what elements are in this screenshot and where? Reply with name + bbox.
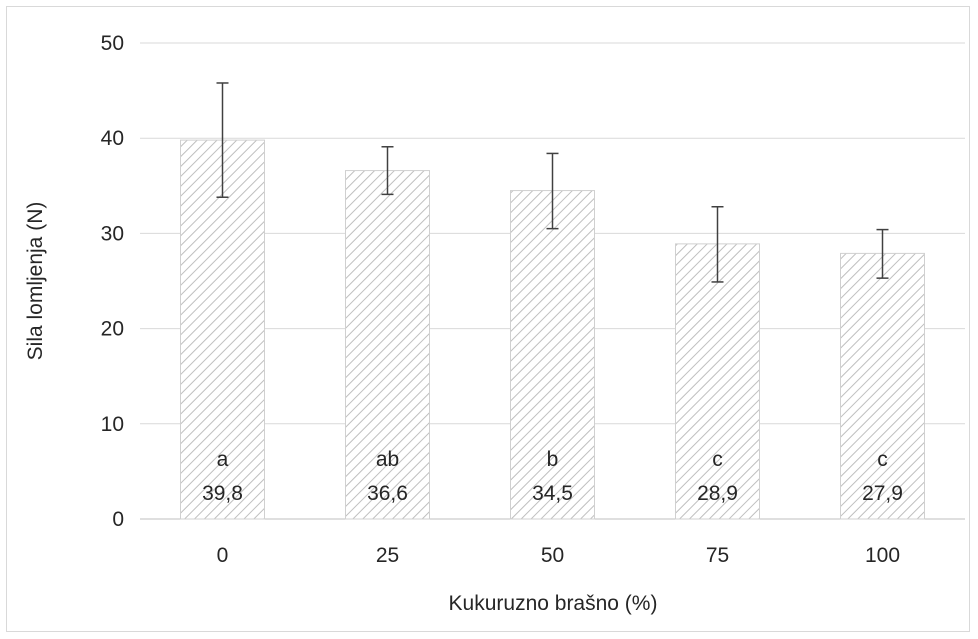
group-letter-label: ab <box>376 448 399 471</box>
y-tick-labels: 0 10 20 30 40 50 <box>101 32 124 531</box>
gridlines <box>140 42 965 520</box>
data-label: 36,6 <box>367 482 408 505</box>
y-tick-label: 30 <box>101 222 124 245</box>
data-label: 34,5 <box>532 482 573 505</box>
y-tick-label: 40 <box>101 127 124 150</box>
x-tick-label: 75 <box>706 544 729 567</box>
x-axis-title: Kukuruzno brašno (%) <box>449 592 658 615</box>
bar <box>840 252 925 520</box>
x-tick-label: 0 <box>217 544 229 567</box>
x-tick-labels: 0 25 50 75 100 <box>217 544 900 567</box>
group-letter-label: b <box>547 448 559 471</box>
error-bar <box>216 82 229 198</box>
bar <box>180 139 265 520</box>
y-tick-label: 10 <box>101 413 124 436</box>
group-letter-label: c <box>877 448 888 471</box>
error-bar <box>876 228 889 279</box>
y-tick-label: 0 <box>112 508 124 531</box>
y-tick-label: 50 <box>101 32 124 55</box>
error-bar <box>381 146 394 196</box>
y-axis-title: Sila lomljenja (N) <box>24 202 47 361</box>
error-bar <box>546 152 559 230</box>
x-tick-label: 100 <box>865 544 900 567</box>
x-tick-label: 25 <box>376 544 399 567</box>
chart-area <box>6 6 970 632</box>
bar <box>345 170 430 520</box>
x-tick-label: 50 <box>541 544 564 567</box>
group-letter-label: a <box>217 448 229 471</box>
data-label: 39,8 <box>202 482 243 505</box>
data-label: 27,9 <box>862 482 903 505</box>
error-bar <box>711 205 724 283</box>
error-bars <box>216 82 889 283</box>
data-label: 28,9 <box>697 482 738 505</box>
group-letter-label: c <box>712 448 723 471</box>
y-tick-label: 20 <box>101 318 124 341</box>
bar-annotations: a 39,8 ab 36,6 b 34,5 c 28,9 c 27,9 <box>202 448 903 505</box>
bar <box>675 243 760 520</box>
